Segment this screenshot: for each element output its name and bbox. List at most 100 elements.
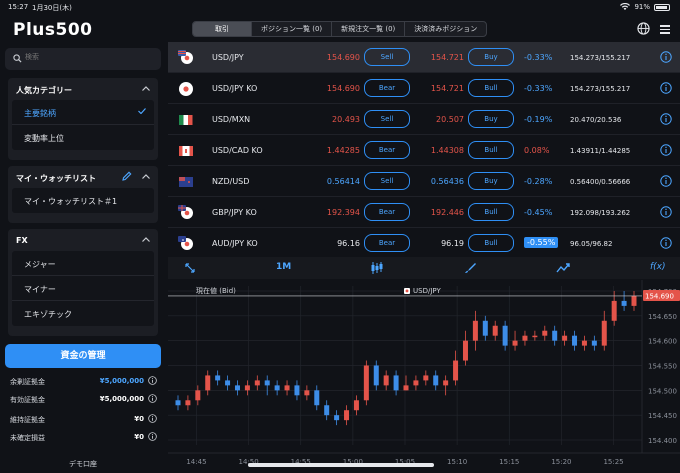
pencil-icon[interactable]	[122, 171, 132, 181]
instrument-row[interactable]: GBP/JPY KO 192.394 Bear 192.446 Bull -0.45% 19…	[168, 197, 680, 228]
buy-button[interactable]: Buy	[468, 172, 514, 190]
tab-positions[interactable]: ポジション一覧 (0)	[252, 22, 333, 36]
buy-price: 154.721	[430, 53, 464, 62]
buy-button[interactable]: Bull	[468, 203, 514, 221]
sell-button[interactable]: Sell	[364, 172, 410, 190]
sell-price: 20.493	[332, 115, 360, 124]
candle-body	[522, 335, 528, 341]
sell-button[interactable]: Sell	[364, 48, 410, 66]
instrument-row[interactable]: AUD/JPY KO 96.16 Bear 96.19 Bull -0.55% 96.05/…	[168, 228, 680, 259]
instrument-row[interactable]: USD/JPY KO 154.690 Bear 154.721 Bull -0.33% 15…	[168, 73, 680, 104]
hamburger-menu-icon[interactable]	[660, 25, 670, 36]
y-tick-label: 154.450	[648, 412, 677, 420]
price-chart[interactable]: 154.700154.650154.600154.550154.500154.4…	[168, 280, 680, 473]
day-range: 0.56400/0.56666	[570, 178, 631, 186]
account-row-value: ¥5,000,000	[99, 377, 144, 385]
popular-category-title: 人気カテゴリー	[16, 86, 72, 95]
candle-body	[334, 415, 340, 421]
expand-icon[interactable]	[184, 262, 196, 274]
sell-button[interactable]: Bear	[364, 234, 410, 252]
candle-body	[373, 365, 379, 386]
info-icon[interactable]	[660, 113, 672, 125]
candle-body	[304, 390, 310, 396]
sell-button[interactable]: Bear	[364, 203, 410, 221]
candle-body	[443, 380, 449, 386]
category-item-volatility[interactable]: 変動率上位	[12, 125, 154, 150]
search-input[interactable]	[25, 53, 145, 61]
info-icon[interactable]	[660, 82, 672, 94]
fx-title: FX	[16, 236, 28, 245]
account-row-value: ¥5,000,000	[99, 395, 144, 403]
candle-body	[234, 385, 240, 391]
info-icon[interactable]	[148, 414, 157, 423]
account-mode: デモ口座	[69, 460, 97, 468]
currency-flag-icon	[178, 236, 193, 250]
change-percent: -0.28%	[524, 177, 553, 186]
fx-header[interactable]: FX	[8, 229, 158, 251]
candle-body	[542, 330, 548, 336]
function-button[interactable]: f(x)	[650, 262, 666, 272]
chevron-up-icon[interactable]	[142, 174, 150, 179]
category-item-label: 変動率上位	[24, 134, 64, 143]
chart-symbol-label: USD/JPY	[413, 287, 441, 295]
account-row: 未確定損益 ¥0	[10, 431, 160, 443]
candle-body	[294, 385, 300, 396]
globe-icon[interactable]	[637, 22, 650, 35]
candle-body	[532, 335, 538, 338]
buy-button[interactable]: Bull	[468, 234, 514, 252]
info-icon[interactable]	[148, 432, 157, 441]
info-icon[interactable]	[660, 51, 672, 63]
currency-flag-icon	[179, 146, 193, 156]
chart-toolbar: 1M f(x)	[168, 257, 680, 279]
indicator-chart-icon[interactable]	[556, 262, 570, 274]
sell-button[interactable]: Sell	[364, 110, 410, 128]
timeframe-button[interactable]: 1M	[276, 262, 292, 272]
fund-management-button[interactable]: 資金の管理	[5, 344, 161, 368]
instrument-row[interactable]: USD/MXN 20.493 Sell 20.507 Buy -0.19% 20.470/2…	[168, 104, 680, 135]
instrument-row[interactable]: USD/CAD KO 1.44285 Bear 1.44308 Bull 0.08% 1.4…	[168, 135, 680, 166]
category-item-major[interactable]: 主要銘柄	[12, 100, 154, 125]
info-icon[interactable]	[660, 175, 672, 187]
tab-closed-positions[interactable]: 決済済みポジション	[414, 25, 478, 33]
buy-button[interactable]: Bull	[468, 79, 514, 97]
buy-price: 154.721	[430, 84, 464, 93]
change-percent: -0.33%	[524, 84, 553, 93]
buy-button[interactable]: Bull	[468, 141, 514, 159]
candle-body	[562, 335, 568, 341]
buy-button[interactable]: Buy	[468, 110, 514, 128]
fx-item-label: マイナー	[24, 285, 56, 294]
status-right: 91%	[620, 3, 670, 11]
tab-trade[interactable]: 取引	[193, 22, 252, 36]
candle-body	[462, 340, 468, 361]
tab-orders[interactable]: 新規注文一覧 (0)	[332, 22, 406, 36]
instrument-symbol: USD/JPY KO	[212, 84, 258, 93]
fx-item-minor[interactable]: マイナー	[12, 276, 154, 301]
buy-button[interactable]: Buy	[468, 48, 514, 66]
info-icon[interactable]	[148, 376, 157, 385]
instrument-row[interactable]: NZD/USD 0.56414 Sell 0.56436 Buy -0.28% 0.5640…	[168, 166, 680, 197]
x-tick-label: 15:15	[499, 458, 519, 466]
draw-brush-icon[interactable]	[464, 262, 476, 274]
candle-body	[383, 375, 389, 386]
info-icon[interactable]	[660, 237, 672, 249]
fx-item-major[interactable]: メジャー	[12, 251, 154, 276]
x-tick-label: 15:05	[395, 458, 415, 466]
info-icon[interactable]	[660, 206, 672, 218]
info-icon[interactable]	[660, 144, 672, 156]
account-row-value: ¥0	[134, 433, 144, 441]
currency-flag-icon	[178, 50, 193, 64]
fx-item-exotic[interactable]: エキゾチック	[12, 301, 154, 326]
chevron-up-icon[interactable]	[142, 237, 150, 242]
candle-body	[175, 400, 181, 406]
instrument-row[interactable]: USD/JPY 154.690 Sell 154.721 Buy -0.33% 154.27…	[168, 42, 680, 73]
chevron-up-icon[interactable]	[142, 86, 150, 91]
candlestick-icon[interactable]	[370, 262, 384, 274]
watchlist-item[interactable]: マイ・ウォッチリスト＃1	[12, 188, 154, 213]
popular-category-header[interactable]: 人気カテゴリー	[8, 78, 158, 100]
watchlist-header[interactable]: マイ・ウォッチリスト	[8, 166, 158, 188]
info-icon[interactable]	[148, 394, 157, 403]
candle-body	[482, 320, 488, 336]
candle-body	[195, 390, 201, 401]
sell-button[interactable]: Bear	[364, 141, 410, 159]
sell-button[interactable]: Bear	[364, 79, 410, 97]
